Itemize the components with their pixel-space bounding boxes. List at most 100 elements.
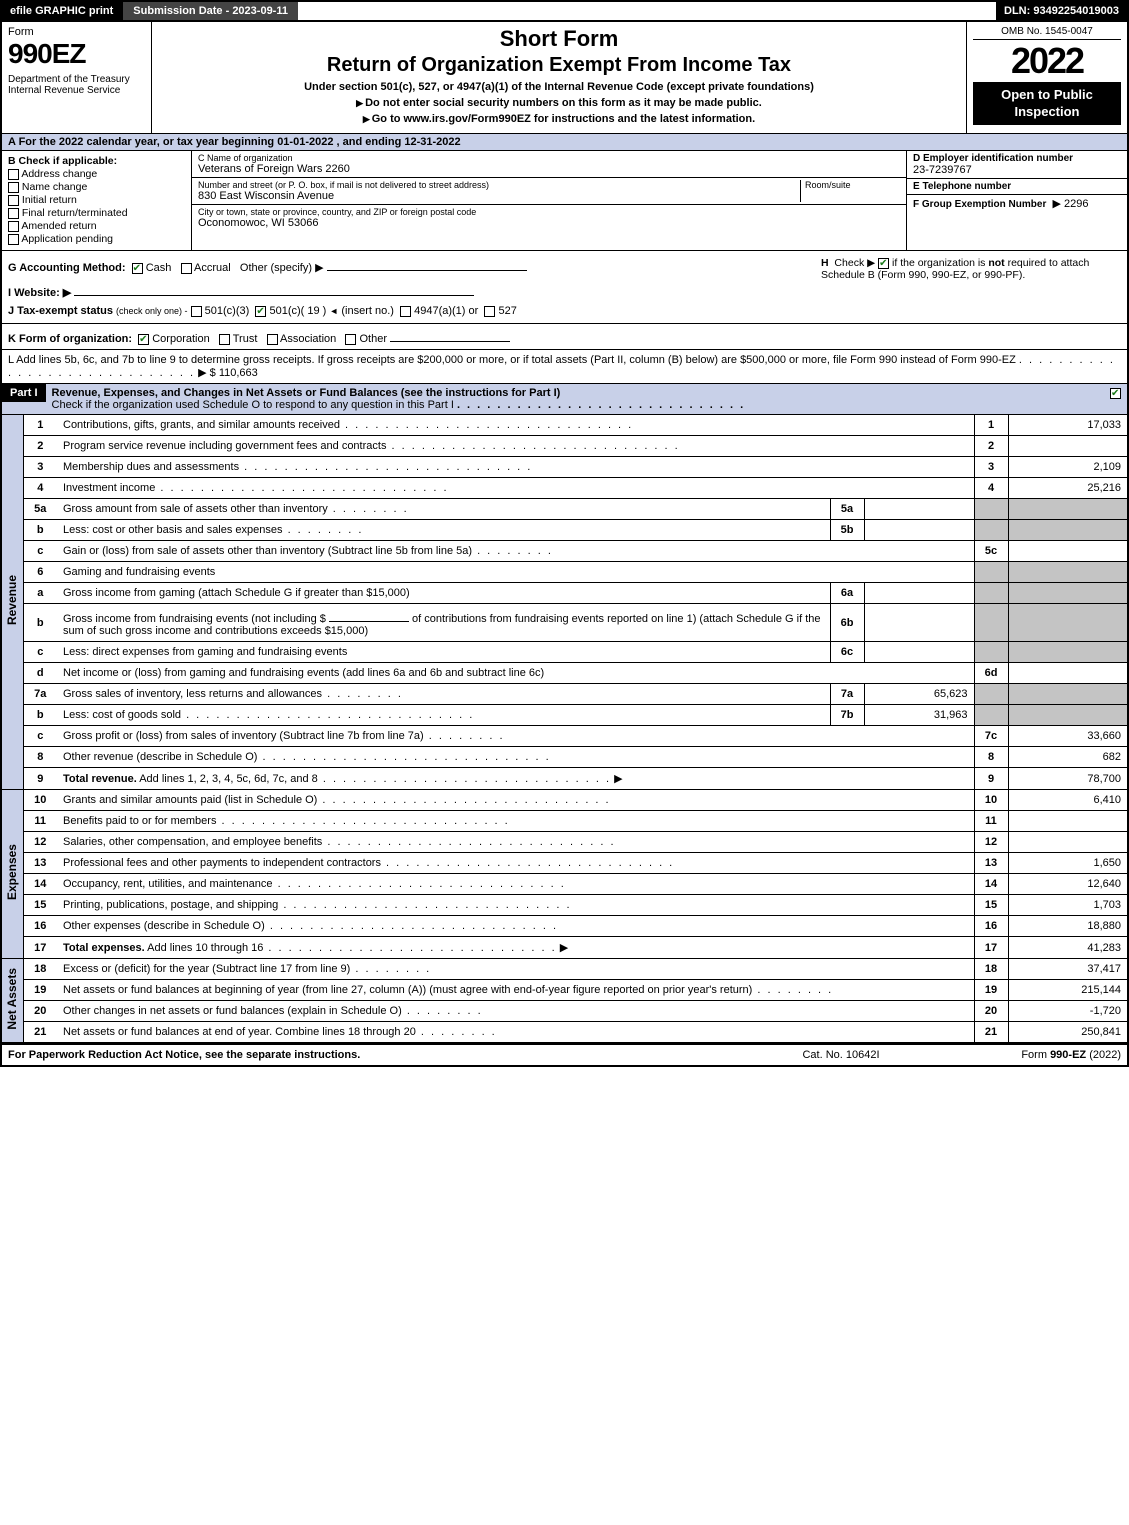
line-6b-blank[interactable] — [329, 608, 409, 622]
g-accrual-checkbox[interactable] — [181, 263, 192, 274]
line-3: 3 Membership dues and assessments 3 2,10… — [1, 457, 1128, 478]
part1-ledger: Revenue 1 Contributions, gifts, grants, … — [0, 415, 1129, 1044]
line-10: Expenses 10 Grants and similar amounts p… — [1, 790, 1128, 811]
line-14: 14 Occupancy, rent, utilities, and maint… — [1, 874, 1128, 895]
street-label: Number and street (or P. O. box, if mail… — [198, 180, 800, 190]
goto-link[interactable]: Go to www.irs.gov/Form990EZ for instruct… — [160, 113, 958, 125]
line-12-amount — [1008, 832, 1128, 853]
part1-check-text: Check if the organization used Schedule … — [52, 399, 454, 411]
line-7a-amount: 65,623 — [864, 684, 974, 705]
line-2-amount — [1008, 436, 1128, 457]
line-6b: b Gross income from fundraising events (… — [1, 604, 1128, 642]
check-initial-return[interactable]: Initial return — [8, 194, 185, 206]
g-cash-checkbox[interactable] — [132, 263, 143, 274]
efile-print[interactable]: efile GRAPHIC print — [2, 2, 121, 20]
line-13: 13 Professional fees and other payments … — [1, 853, 1128, 874]
city-label: City or town, state or province, country… — [198, 207, 900, 217]
line-20-amount: -1,720 — [1008, 1001, 1128, 1022]
k-other-checkbox[interactable] — [345, 334, 356, 345]
line-6a: a Gross income from gaming (attach Sched… — [1, 583, 1128, 604]
j-4947-checkbox[interactable] — [400, 306, 411, 317]
line-18-amount: 37,417 — [1008, 959, 1128, 980]
line-14-amount: 12,640 — [1008, 874, 1128, 895]
j-501c3-checkbox[interactable] — [191, 306, 202, 317]
line-5c: c Gain or (loss) from sale of assets oth… — [1, 541, 1128, 562]
form-year-block: OMB No. 1545-0047 2022 Open to Public In… — [967, 22, 1127, 133]
line-12: 12 Salaries, other compensation, and emp… — [1, 832, 1128, 853]
tax-year: 2022 — [973, 40, 1121, 83]
form-number: 990EZ — [8, 38, 145, 70]
line-7b: b Less: cost of goods sold 7b 31,963 — [1, 705, 1128, 726]
dln: DLN: 93492254019003 — [996, 2, 1127, 20]
k-corp-checkbox[interactable] — [138, 334, 149, 345]
line-16-amount: 18,880 — [1008, 916, 1128, 937]
short-form-title: Short Form — [160, 26, 958, 52]
group-label: F Group Exemption Number — [913, 199, 1046, 210]
return-title: Return of Organization Exempt From Incom… — [160, 54, 958, 77]
k-other-input[interactable] — [390, 328, 510, 342]
submission-date: Submission Date - 2023-09-11 — [121, 2, 298, 20]
room-label: Room/suite — [805, 180, 900, 190]
section-l: L Add lines 5b, 6c, and 7b to line 9 to … — [0, 350, 1129, 384]
line-6c-amount — [864, 642, 974, 663]
org-name-label: C Name of organization — [198, 153, 900, 163]
section-def: D Employer identification number 23-7239… — [907, 151, 1127, 250]
line-19: 19 Net assets or fund balances at beginn… — [1, 980, 1128, 1001]
j-501c-checkbox[interactable] — [255, 306, 266, 317]
section-b-label: B Check if applicable: — [8, 155, 185, 167]
ein-value: 23-7239767 — [913, 164, 1121, 176]
check-address-change[interactable]: Address change — [8, 168, 185, 180]
part1-label: Part I — [2, 384, 46, 402]
section-k: K Form of organization: Corporation Trus… — [0, 324, 1129, 350]
line-19-amount: 215,144 — [1008, 980, 1128, 1001]
footer-form: Form 990-EZ (2022) — [941, 1049, 1121, 1061]
group-value: 2296 — [1064, 198, 1088, 210]
line-1: Revenue 1 Contributions, gifts, grants, … — [1, 415, 1128, 436]
k-trust-checkbox[interactable] — [219, 334, 230, 345]
line-7c: c Gross profit or (loss) from sales of i… — [1, 726, 1128, 747]
no-ssn-instruction: Do not enter social security numbers on … — [160, 97, 958, 109]
line-3-amount: 2,109 — [1008, 457, 1128, 478]
line-7b-amount: 31,963 — [864, 705, 974, 726]
part1-header: Part I Revenue, Expenses, and Changes in… — [0, 384, 1129, 415]
line-10-amount: 6,410 — [1008, 790, 1128, 811]
footer-catno: Cat. No. 10642I — [741, 1049, 941, 1061]
line-9: 9 Total revenue. Add lines 1, 2, 3, 4, 5… — [1, 768, 1128, 790]
website-input[interactable] — [74, 282, 474, 296]
line-17-amount: 41,283 — [1008, 937, 1128, 959]
page-footer: For Paperwork Reduction Act Notice, see … — [0, 1044, 1129, 1067]
section-h: H Check ▶ if the organization is not req… — [821, 257, 1121, 317]
section-i: I Website: ▶ — [8, 282, 821, 299]
section-g: G Accounting Method: Cash Accrual Other … — [8, 257, 821, 274]
vtab-netassets: Net Assets — [3, 960, 21, 1038]
line-2: 2 Program service revenue including gove… — [1, 436, 1128, 457]
k-assoc-checkbox[interactable] — [267, 334, 278, 345]
j-527-checkbox[interactable] — [484, 306, 495, 317]
line-7c-amount: 33,660 — [1008, 726, 1128, 747]
footer-paperwork: For Paperwork Reduction Act Notice, see … — [8, 1049, 741, 1061]
g-other-input[interactable] — [327, 257, 527, 271]
line-4: 4 Investment income 4 25,216 — [1, 478, 1128, 499]
section-j: J Tax-exempt status (check only one) - 5… — [8, 305, 821, 317]
check-final-return[interactable]: Final return/terminated — [8, 207, 185, 219]
form-word: Form — [8, 26, 145, 38]
part1-scheduleO-checkbox[interactable] — [1110, 388, 1121, 399]
check-name-change[interactable]: Name change — [8, 181, 185, 193]
open-public-badge: Open to Public Inspection — [973, 83, 1121, 125]
line-11: 11 Benefits paid to or for members 11 — [1, 811, 1128, 832]
check-amended-return[interactable]: Amended return — [8, 220, 185, 232]
street-value: 830 East Wisconsin Avenue — [198, 190, 800, 202]
line-6d: d Net income or (loss) from gaming and f… — [1, 663, 1128, 684]
line-5a-amount — [864, 499, 974, 520]
line-5b-amount — [864, 520, 974, 541]
dept-treasury: Department of the Treasury Internal Reve… — [8, 74, 145, 96]
h-checkbox[interactable] — [878, 258, 889, 269]
line-21-amount: 250,841 — [1008, 1022, 1128, 1044]
line-15: 15 Printing, publications, postage, and … — [1, 895, 1128, 916]
line-5b: b Less: cost or other basis and sales ex… — [1, 520, 1128, 541]
check-application-pending[interactable]: Application pending — [8, 233, 185, 245]
line-8-amount: 682 — [1008, 747, 1128, 768]
section-b-checkboxes: B Check if applicable: Address change Na… — [2, 151, 192, 250]
topbar: efile GRAPHIC print Submission Date - 20… — [0, 0, 1129, 22]
form-title-block: Short Form Return of Organization Exempt… — [152, 22, 967, 133]
